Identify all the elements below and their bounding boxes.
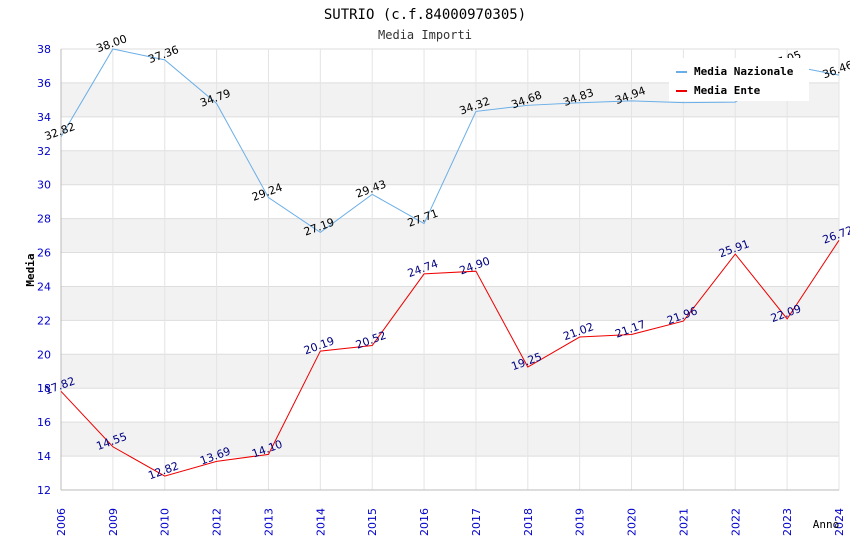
y-tick-label: 36	[37, 77, 51, 90]
data-label: 24.74	[406, 257, 440, 280]
x-tick-label: 2018	[522, 508, 535, 536]
axes	[60, 49, 839, 491]
x-tick-label: 2019	[574, 508, 587, 536]
data-label: 21.02	[561, 320, 595, 343]
data-label: 12.82	[147, 459, 181, 482]
x-tick-label: 2016	[418, 508, 431, 536]
legend: Media Nazionale Media Ente	[669, 58, 809, 101]
x-tick-label: 2010	[159, 508, 172, 536]
chart-subtitle: Media Importi	[378, 28, 472, 42]
data-label: 24.90	[458, 254, 492, 277]
x-tick-label: 2015	[366, 508, 379, 536]
legend-label-0: Media Nazionale	[694, 65, 794, 78]
x-tick-label: 2023	[781, 508, 794, 536]
y-tick-label: 28	[37, 213, 51, 226]
y-tick-label: 12	[37, 484, 51, 497]
x-tick-label: 2014	[314, 508, 327, 536]
x-tick-labels: 2006 2009 2010 2012 2013 2014 2015 2016 2017 2018…	[55, 508, 846, 536]
x-tick-label: 2022	[729, 508, 742, 536]
background-band	[61, 422, 839, 457]
x-tick-label: 2012	[211, 508, 224, 536]
background-band	[61, 354, 839, 389]
x-axis-label: Anno	[813, 518, 840, 531]
data-label: 36.46	[821, 58, 850, 81]
legend-label-1: Media Ente	[694, 84, 761, 97]
y-tick-label: 24	[37, 280, 51, 293]
x-tick-label: 2009	[107, 508, 120, 536]
data-label: 21.17	[613, 318, 647, 341]
legend-box	[669, 58, 809, 101]
y-tick-label: 14	[37, 450, 51, 463]
y-tick-label: 16	[37, 416, 51, 429]
data-label: 17.82	[43, 375, 77, 398]
x-tick-label: 2006	[55, 508, 68, 536]
y-tick-label: 18	[37, 382, 51, 395]
chart-title: SUTRIO (c.f.84000970305)	[324, 7, 526, 23]
x-tick-label: 2021	[677, 508, 690, 536]
background-band	[61, 286, 839, 321]
y-axis-label: Media	[24, 253, 37, 286]
y-tick-label: 34	[37, 111, 51, 124]
series-line-0	[60, 48, 840, 233]
gridlines	[60, 48, 840, 491]
x-tick-label: 2024	[833, 508, 846, 536]
background-bands	[61, 82, 839, 457]
y-tick-label: 20	[37, 348, 51, 361]
y-tick-label: 26	[37, 247, 51, 260]
background-band	[61, 218, 839, 253]
y-tick-labels: 12 14 16 18 20 22 24 26 28 30 32 34 36 38	[37, 43, 51, 497]
x-tick-label: 2020	[626, 508, 639, 536]
data-label: 20.52	[354, 329, 388, 352]
y-tick-label: 22	[37, 314, 51, 327]
data-label: 37.36	[147, 43, 181, 66]
y-tick-label: 38	[37, 43, 51, 56]
y-tick-label: 32	[37, 145, 51, 158]
x-tick-label: 2013	[262, 508, 275, 536]
series-line-1	[60, 240, 840, 477]
x-tick-label: 2017	[470, 508, 483, 536]
y-tick-label: 30	[37, 179, 51, 192]
series-lines	[60, 48, 840, 477]
